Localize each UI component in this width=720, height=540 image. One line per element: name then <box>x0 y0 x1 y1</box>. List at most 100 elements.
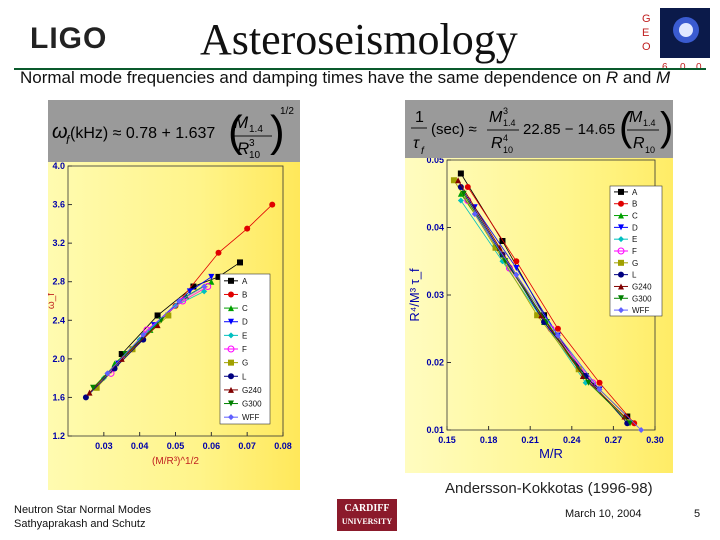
x-tick-label: 0.08 <box>274 441 292 451</box>
data-point <box>513 258 520 265</box>
data-point <box>86 389 93 396</box>
y-tick-label: 0.03 <box>426 290 444 300</box>
x-tick-label: 0.04 <box>131 441 149 451</box>
formula-right-m3-sub: 1.4 <box>503 118 516 128</box>
y-axis-label: ω_f <box>48 293 57 309</box>
data-point <box>534 312 541 319</box>
x-tick-label: 0.30 <box>646 435 664 445</box>
formula-right-r-sub: 10 <box>645 145 655 155</box>
series-line <box>107 286 205 374</box>
formula-right-mid: 22.85 − 14.65 <box>523 121 615 138</box>
formula-right-tau: τ <box>413 135 420 152</box>
data-point <box>455 177 462 184</box>
x-axis-label: M/R <box>539 446 563 461</box>
left-formula-svg: ω f (kHz) ≈ 0.78 + 1.637 M 1.4 R 3 10 ( … <box>52 106 294 161</box>
right-chart: 0.15 0.18 0.21 0.24 0.27 0.30 0.01 0.02 0.03 0.04… <box>407 158 664 461</box>
data-point <box>244 225 251 232</box>
geo-digit-0b: 0 <box>696 62 702 73</box>
legend-label: G240 <box>632 282 652 291</box>
data-point <box>460 190 467 197</box>
formula-right-r: R <box>633 135 645 152</box>
formula-left-num: M <box>234 113 249 132</box>
legend-label: G300 <box>632 294 652 303</box>
data-point <box>596 379 603 386</box>
data-point <box>269 201 276 208</box>
formula-right-m: M <box>629 109 643 126</box>
data-point <box>140 331 147 338</box>
series-line <box>467 186 635 424</box>
x-tick-label: 0.18 <box>480 435 498 445</box>
y-tick-label: 3.6 <box>52 200 65 210</box>
formula-right-r4-sup: 4 <box>503 133 508 143</box>
legend-marker <box>228 305 234 312</box>
legend-marker <box>228 359 234 366</box>
right-formula-svg: 1 τ f (sec) ≈ M 3 1.4 R 4 10 22.85 − 14.… <box>411 105 673 157</box>
data-point <box>143 326 151 334</box>
legend-label: A <box>632 188 638 197</box>
legend-label: B <box>242 290 247 299</box>
formula-right-paren-close: ) <box>660 105 673 149</box>
y-tick-label: 2.4 <box>52 315 65 325</box>
left-formula: ω f (kHz) ≈ 0.78 + 1.637 M 1.4 R 3 10 ( … <box>48 100 300 162</box>
subtitle-text: Normal mode frequencies and damping time… <box>20 68 606 87</box>
series-line <box>460 173 628 417</box>
legend-label: D <box>242 318 248 327</box>
x-tick-label: 0.07 <box>238 441 256 451</box>
data-point <box>450 177 457 184</box>
ligo-logo: LIGO <box>30 22 108 55</box>
legend-marker <box>618 259 624 266</box>
legend-marker <box>617 247 625 255</box>
data-point <box>582 379 589 386</box>
data-point <box>585 379 592 386</box>
legend-marker <box>228 332 234 339</box>
y-tick-label: 3.2 <box>52 238 65 248</box>
y-tick-label: 2.8 <box>52 277 65 287</box>
legend-marker <box>228 414 234 421</box>
y-tick-label: 2.0 <box>52 354 65 364</box>
x-tick-label: 0.24 <box>563 435 581 445</box>
data-point <box>82 394 89 401</box>
geo-letter-g: G <box>642 13 651 25</box>
data-point <box>208 278 215 285</box>
footer-line1: Neutron Star Normal Modes <box>14 504 151 516</box>
data-point <box>93 384 100 391</box>
y-tick-label: 0.01 <box>426 425 444 435</box>
series-line <box>467 200 593 383</box>
legend-marker <box>618 283 624 290</box>
formula-left-den-sup: 3 <box>249 138 255 149</box>
legend-marker <box>618 295 624 302</box>
y-tick-label: 0.04 <box>426 223 444 233</box>
data-point <box>457 170 464 177</box>
legend-label: A <box>242 277 248 286</box>
x-tick-label: 0.15 <box>438 435 456 445</box>
subtitle-m: M <box>656 68 671 87</box>
data-point <box>499 238 506 244</box>
legend-marker <box>618 188 624 195</box>
legend-label: F <box>242 345 247 354</box>
formula-left-body: (kHz) ≈ 0.78 + 1.637 <box>70 125 215 142</box>
left-chart: 0.03 0.04 0.05 0.06 0.07 0.08 1.2 1.6 2.0 2.4 2.8 3… <box>48 162 292 467</box>
legend-marker <box>228 291 234 298</box>
data-point <box>172 302 179 309</box>
formula-left-paren-open: ( <box>228 107 243 156</box>
legend-marker <box>228 277 234 284</box>
data-point <box>201 283 208 290</box>
subtitle-and: and <box>618 68 657 87</box>
formula-right-r4-sub: 10 <box>503 145 513 155</box>
footer-date: March 10, 2004 <box>565 508 642 520</box>
data-point <box>457 184 464 190</box>
data-point <box>190 283 197 290</box>
legend-marker <box>618 200 624 207</box>
y-tick-label: 1.6 <box>52 392 65 402</box>
formula-right-one: 1 <box>415 109 424 126</box>
legend-marker <box>228 373 234 380</box>
y-tick-label: 4.0 <box>52 162 65 171</box>
legend-label: C <box>242 304 248 313</box>
legend-label: F <box>632 247 637 256</box>
legend-marker <box>618 271 624 278</box>
formula-right-m3-sup: 3 <box>503 106 508 116</box>
data-point <box>457 190 464 197</box>
geo-digit-6: 6 <box>662 62 668 73</box>
legend-marker <box>228 386 234 393</box>
formula-omega-sub: f <box>66 133 71 147</box>
